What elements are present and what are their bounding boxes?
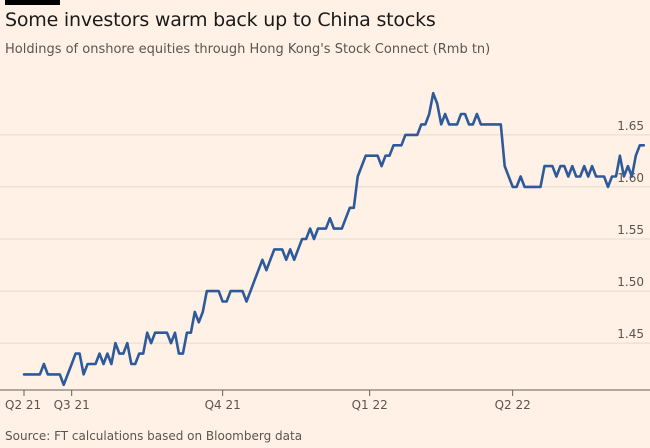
y-tick-label: 1.65 [617, 119, 644, 133]
x-tick-label: Q2 22 [495, 398, 531, 412]
x-tick-label: Q1 22 [352, 398, 388, 412]
y-tick-label: 1.45 [617, 327, 644, 341]
y-tick-label: 1.55 [617, 223, 644, 237]
source-note: Source: FT calculations based on Bloombe… [5, 429, 303, 443]
series-line [22, 91, 646, 387]
x-tick-label: Q2 21 [5, 398, 41, 412]
y-tick-label: 1.50 [617, 275, 644, 289]
x-tick-label: Q3 21 [54, 398, 90, 412]
x-axis-labels: Q2 21 Q3 21 Q4 21 Q1 22 Q2 22 [5, 398, 531, 412]
chart-subtitle: Holdings of onshore equities through Hon… [5, 42, 491, 57]
y-axis-labels: 1.451.501.551.601.65 [617, 119, 644, 341]
gridlines [0, 134, 650, 344]
chart-title: Some investors warm back up to China sto… [5, 9, 436, 31]
top-accent-bar [5, 0, 60, 5]
x-tick-label: Q4 21 [205, 398, 241, 412]
x-axis-ticks [23, 390, 514, 396]
